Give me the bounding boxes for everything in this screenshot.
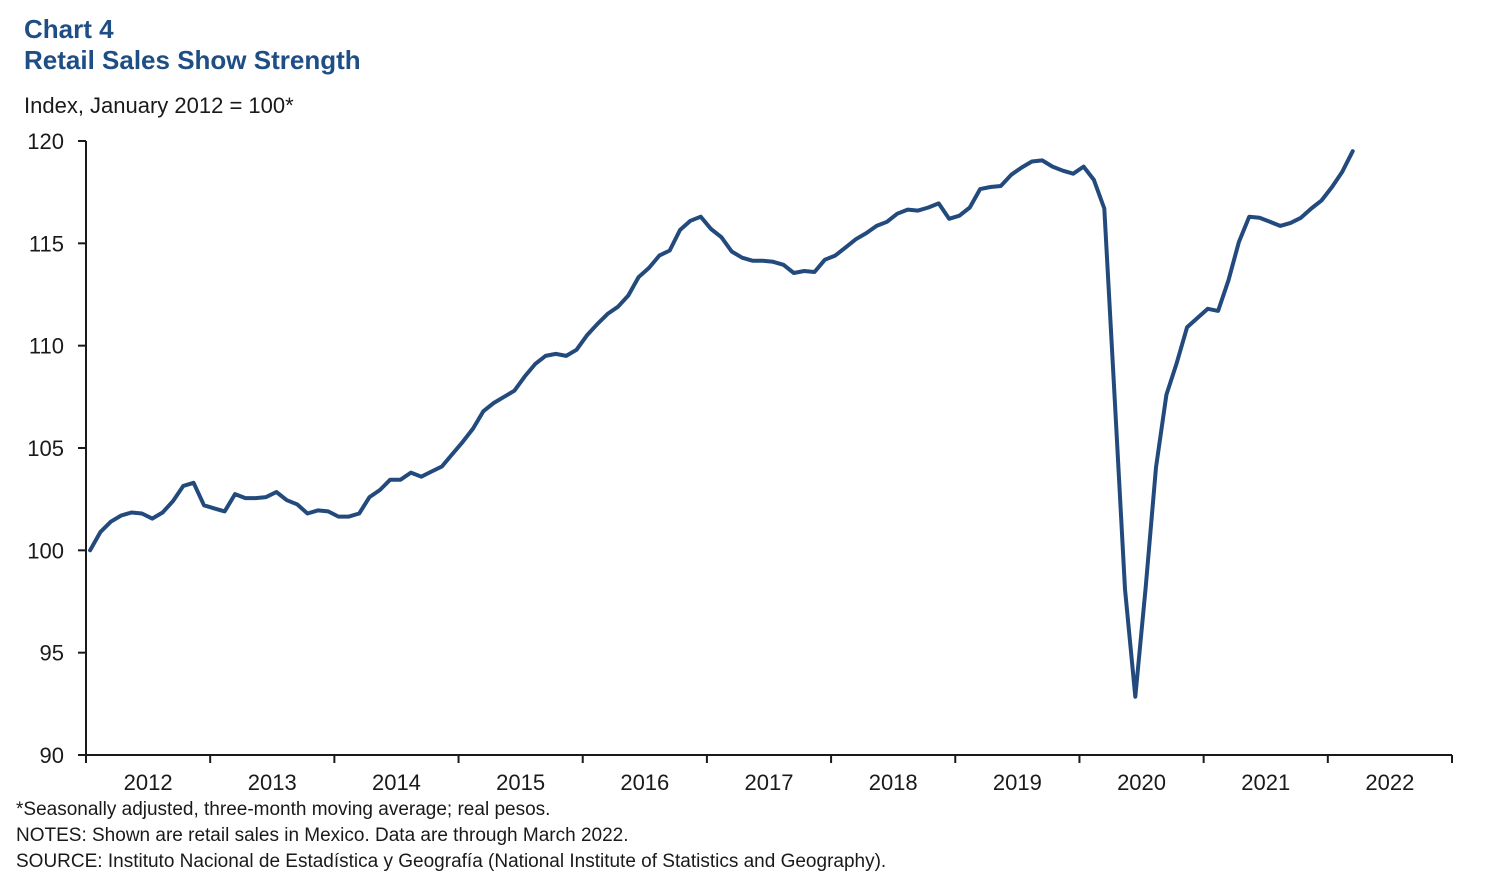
series-line-retail-sales	[88, 149, 1355, 699]
y-tick-label: 105	[27, 436, 64, 461]
chart-title: Retail Sales Show Strength	[24, 45, 361, 75]
x-tick-label: 2018	[869, 770, 918, 795]
x-tick-label: 2014	[372, 770, 421, 795]
y-axis: 120 115 110 105 100 95 90	[27, 129, 87, 768]
x-tick-label: 2016	[620, 770, 669, 795]
x-tick-label: 2022	[1365, 770, 1414, 795]
y-axis-unit-label: Index, January 2012 = 100*	[24, 93, 294, 118]
y-tick-label: 115	[29, 231, 64, 256]
x-axis: 2012 2013 2014 2015 2016 2017 2018 2019 2020 2021…	[78, 754, 1453, 795]
y-tick-label: 95	[40, 641, 64, 666]
x-tick-label: 2015	[496, 770, 545, 795]
series-group	[88, 149, 1355, 699]
x-tick-label: 2017	[745, 770, 794, 795]
asterisk-note: *Seasonally adjusted, three-month moving…	[16, 799, 551, 820]
y-tick-label: 100	[27, 538, 64, 563]
y-tick-label: 120	[27, 129, 64, 154]
y-tick-label: 110	[29, 334, 64, 359]
footnotes: *Seasonally adjusted, three-month moving…	[16, 797, 886, 875]
x-tick-label: 2012	[124, 770, 173, 795]
chart-number: Chart 4	[24, 14, 114, 44]
source-text: SOURCE: Instituto Nacional de Estadístic…	[16, 851, 887, 872]
x-tick-label: 2020	[1117, 770, 1166, 795]
y-tick-label: 90	[40, 743, 64, 768]
x-tick-label: 2013	[248, 770, 297, 795]
notes-text: NOTES: Shown are retail sales in Mexico.…	[16, 825, 629, 846]
x-tick-label: 2021	[1241, 770, 1290, 795]
x-tick-label: 2019	[993, 770, 1042, 795]
title-block: Chart 4 Retail Sales Show Strength	[24, 14, 361, 76]
